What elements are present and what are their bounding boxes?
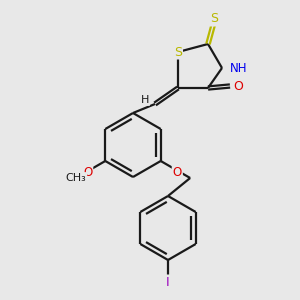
Text: O: O [83, 166, 92, 178]
Text: S: S [210, 13, 218, 26]
Text: H: H [141, 95, 149, 105]
Text: NH: NH [230, 61, 247, 74]
Text: S: S [174, 46, 182, 59]
Text: O: O [173, 166, 182, 178]
Text: O: O [233, 80, 243, 92]
Text: CH₃: CH₃ [65, 173, 86, 183]
Text: I: I [166, 275, 170, 289]
